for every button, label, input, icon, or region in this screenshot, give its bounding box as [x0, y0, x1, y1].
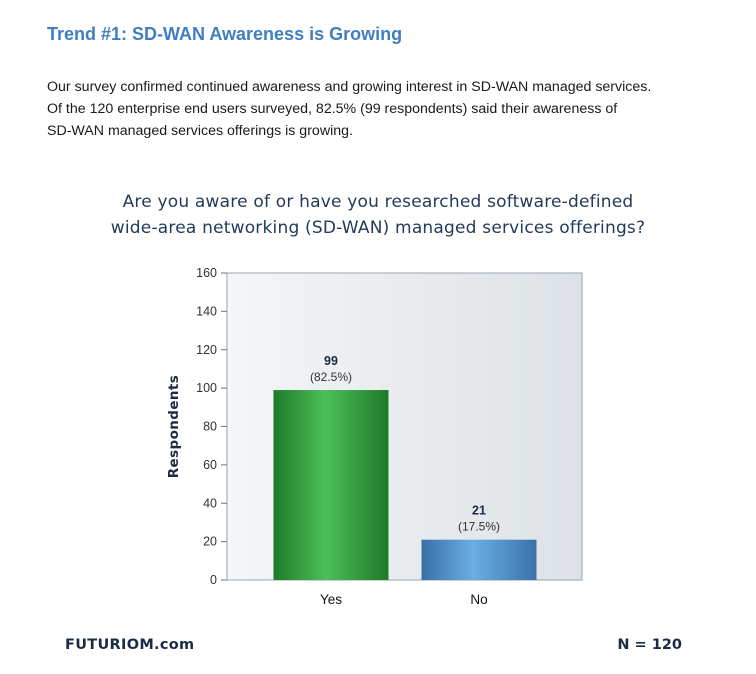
- data-label-value: 21: [472, 504, 486, 518]
- x-category-label: No: [470, 592, 487, 607]
- section-heading: Trend #1: SD-WAN Awareness is Growing: [47, 24, 403, 44]
- data-label-value: 99: [324, 354, 338, 368]
- sample-size-label: N = 120: [617, 637, 682, 653]
- data-label-percent: (17.5%): [458, 520, 500, 534]
- chart-title-line-1: Are you aware of or have you researched …: [122, 192, 634, 212]
- chart-title-line-2: wide-area networking (SD-WAN) managed se…: [110, 218, 646, 238]
- y-tick-label: 160: [196, 266, 217, 280]
- y-axis-label: Respondents: [166, 375, 182, 478]
- y-tick-label: 100: [196, 381, 217, 395]
- y-tick-label: 0: [210, 573, 217, 587]
- bar-yes: [273, 390, 389, 580]
- intro-line-2: Of the 120 enterprise end users surveyed…: [47, 101, 618, 117]
- x-category-label: Yes: [320, 592, 342, 607]
- intro-line-3: SD-WAN managed services offerings is gro…: [47, 123, 353, 139]
- intro-line-1: Our survey confirmed continued awareness…: [47, 79, 652, 95]
- intro-paragraph: Our survey confirmed continued awareness…: [47, 76, 727, 142]
- brand-logo-text: FUTURIOM.com: [65, 637, 195, 653]
- chart-title: Are you aware of or have you researched …: [0, 189, 756, 241]
- y-tick-label: 60: [203, 458, 217, 472]
- y-tick-label: 140: [196, 304, 217, 318]
- bar-no: [421, 539, 537, 580]
- y-tick-label: 80: [203, 420, 217, 434]
- y-tick-label: 40: [203, 496, 217, 510]
- data-label-percent: (82.5%): [310, 370, 352, 384]
- y-tick-label: 120: [196, 343, 217, 357]
- y-tick-label: 20: [203, 535, 217, 549]
